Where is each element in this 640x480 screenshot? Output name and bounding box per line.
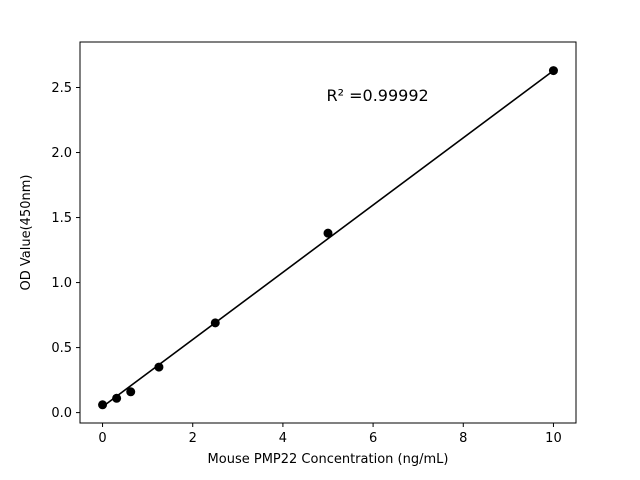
plot-frame [79,41,577,424]
data-point [154,362,164,372]
y-tick-label: 1.0 [51,276,72,291]
y-tick-label: 2.5 [51,81,72,96]
x-tick-label: 2 [189,431,197,446]
y-axis-label: OD Value(450nm) [19,175,34,291]
y-tick-label: 2.0 [51,146,72,161]
x-tick-label: 4 [279,431,287,446]
x-tick-label: 0 [98,431,106,446]
data-point [126,387,136,397]
x-tick-label: 8 [459,431,467,446]
y-tick-label: 0.5 [51,341,72,356]
y-tick-label: 0.0 [51,406,72,421]
data-point [548,66,558,76]
x-axis-label: Mouse PMP22 Concentration (ng/mL) [208,452,449,467]
data-point [112,393,122,403]
x-tick-label: 10 [545,431,562,446]
data-point [323,228,333,238]
data-point [210,318,220,328]
data-point [98,400,108,410]
fit-line [102,69,554,408]
x-tick-label: 6 [369,431,377,446]
r-squared-annotation: R² =0.99992 [327,86,429,105]
y-tick-label: 1.5 [51,211,72,226]
